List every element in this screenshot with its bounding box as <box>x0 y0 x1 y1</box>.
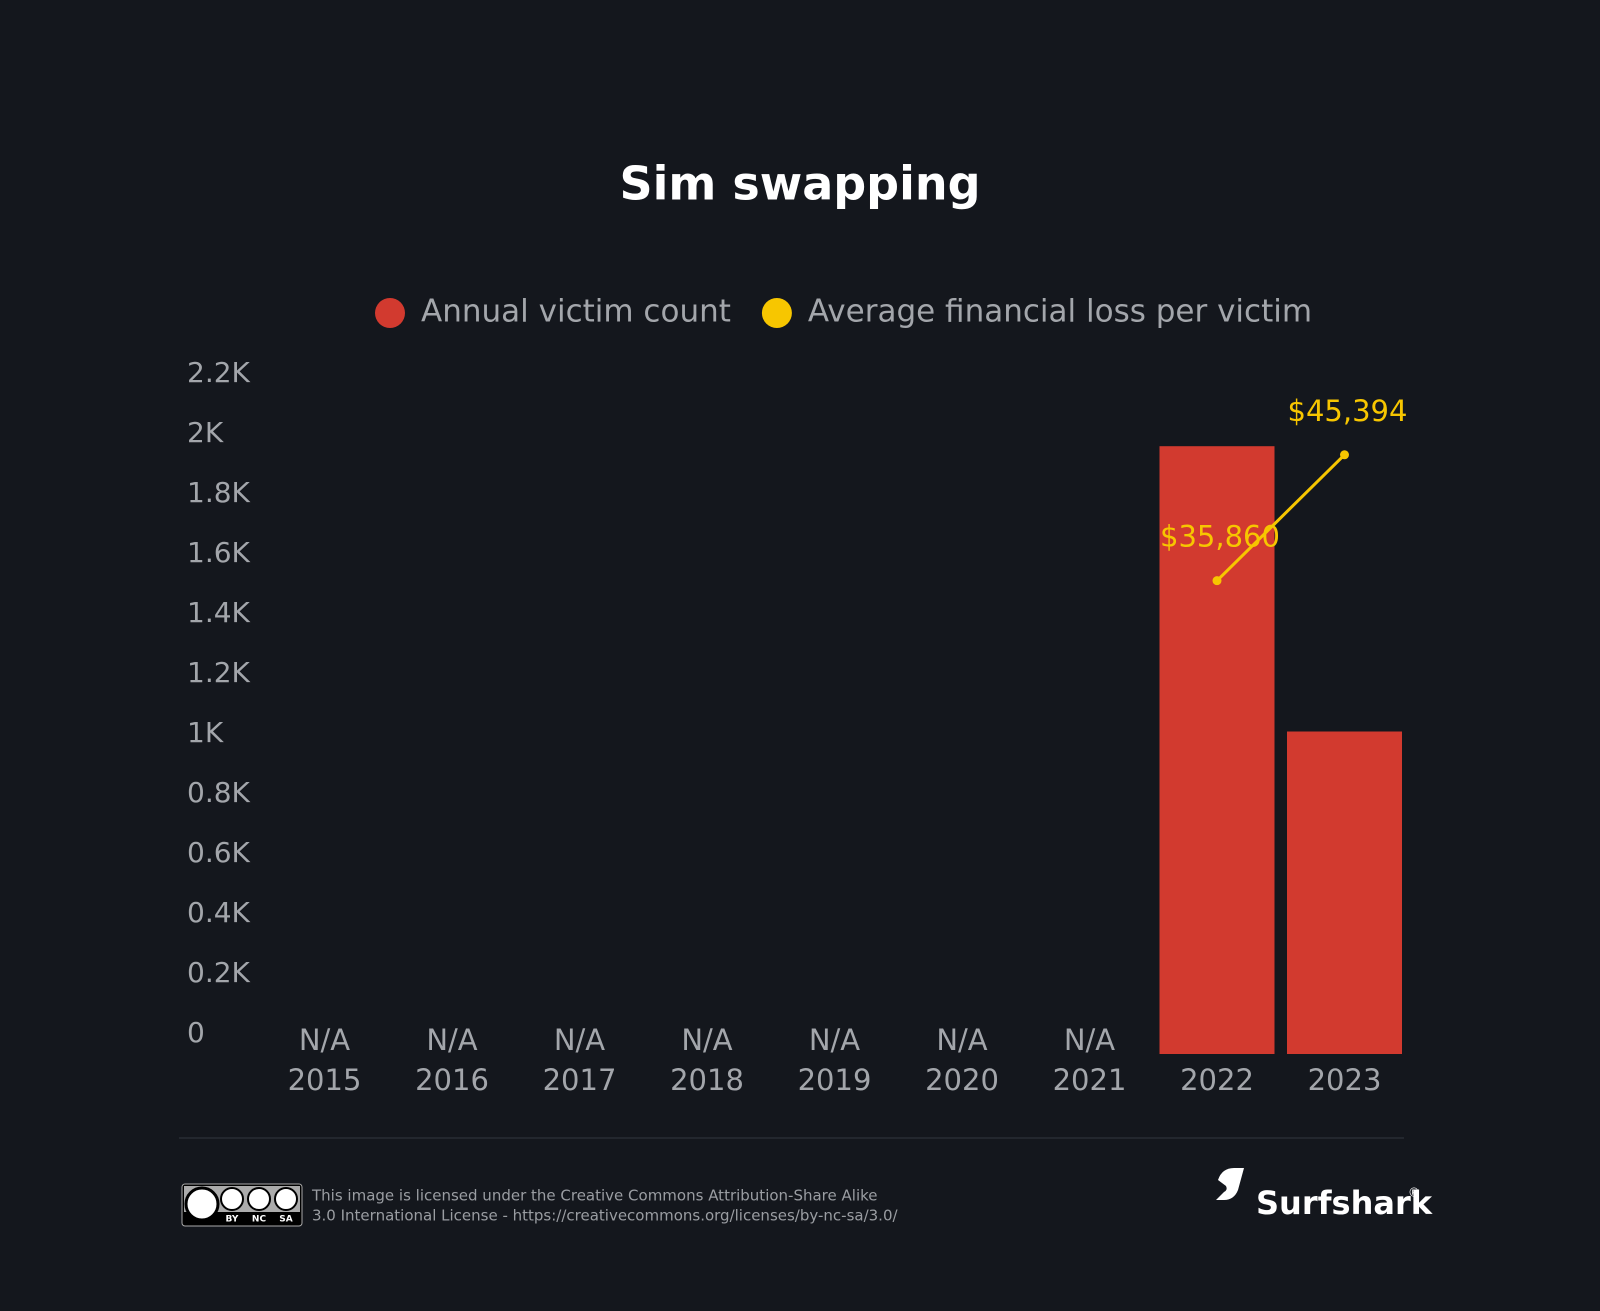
legend-label: Average financial loss per victim <box>808 294 1312 330</box>
brand-mark: ® <box>1408 1186 1420 1200</box>
x-tick-label: 2022 <box>1180 1063 1254 1097</box>
y-tick-label: 1.2K <box>187 656 251 689</box>
na-label: N/A <box>681 1023 732 1057</box>
y-tick-label: 1.8K <box>187 476 251 509</box>
x-tick-label: 2015 <box>288 1063 362 1097</box>
line-point <box>1212 576 1222 586</box>
x-tick-label: 2018 <box>670 1063 744 1097</box>
badge-icon <box>220 1187 244 1211</box>
y-tick-label: 0.8K <box>187 776 251 809</box>
x-tick-label: 2023 <box>1308 1063 1382 1097</box>
x-tick-label: 2021 <box>1053 1063 1127 1097</box>
line <box>1215 453 1346 582</box>
na-label: N/A <box>299 1023 350 1057</box>
x-tick-label: 2016 <box>415 1063 489 1097</box>
data-label: $35,860 <box>1160 520 1280 554</box>
data-label: $45,394 <box>1288 394 1408 428</box>
badge-label: NC <box>252 1215 267 1225</box>
x-tick-label: 2017 <box>543 1063 617 1097</box>
bar <box>1287 731 1402 1054</box>
badge-label: SA <box>279 1215 292 1225</box>
na-label: N/A <box>426 1023 477 1057</box>
license-text: 3.0 International License - https://crea… <box>312 1207 898 1225</box>
bar <box>1159 446 1275 1054</box>
na-label: N/A <box>936 1023 987 1057</box>
y-tick-label: 0.6K <box>187 836 251 869</box>
y-tick-label: 2.2K <box>187 356 251 389</box>
x-tick-label: 2020 <box>925 1063 999 1097</box>
brand-name: Surfshark <box>1256 1184 1433 1222</box>
na-label: N/A <box>554 1023 605 1057</box>
legend: Annual victim count Average financial los… <box>375 294 1312 330</box>
badge-icon <box>274 1187 298 1211</box>
legend-label: Annual victim count <box>421 294 731 330</box>
y-tick-label: 1.6K <box>187 536 251 569</box>
chart-title: Sim swapping <box>619 157 980 211</box>
badge-icon <box>247 1187 271 1211</box>
x-tick-label: 2019 <box>798 1063 872 1097</box>
legend-swatch <box>375 298 405 328</box>
y-tick-label: 1K <box>187 716 224 749</box>
y-tick-label: 0.4K <box>187 896 251 929</box>
license-text: This image is licensed under the Creativ… <box>311 1187 878 1205</box>
na-label: N/A <box>1064 1023 1115 1057</box>
y-tick-label: 0 <box>187 1016 205 1049</box>
y-tick-label: 2K <box>187 416 224 449</box>
y-tick-label: 1.4K <box>187 596 251 629</box>
badge-cc <box>184 1186 220 1222</box>
brand-logo <box>1216 1168 1244 1200</box>
legend-swatch <box>761 298 792 328</box>
y-tick-label: 0.2K <box>187 956 251 989</box>
badge-label: BY <box>226 1215 239 1225</box>
na-label: N/A <box>809 1023 860 1057</box>
cc-badge: BY NC SA <box>181 1183 303 1227</box>
line-point <box>1340 450 1349 460</box>
